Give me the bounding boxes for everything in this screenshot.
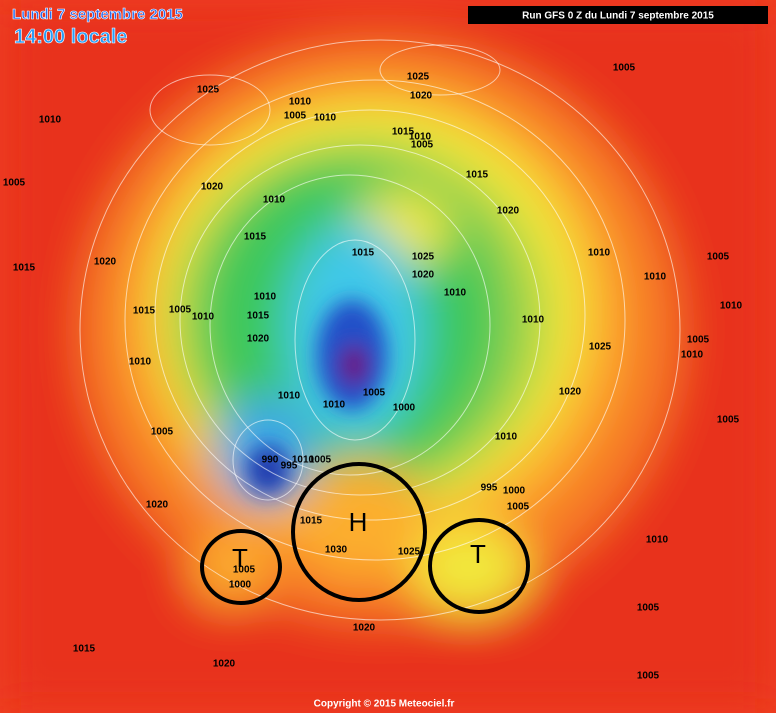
isobar-label: 1010 xyxy=(681,350,704,361)
isobar-label: 1005 xyxy=(687,335,710,346)
isobar-label: 1010 xyxy=(254,292,277,303)
isobar-label: 1015 xyxy=(466,170,489,181)
run-info: Run GFS 0 Z du Lundi 7 septembre 2015 xyxy=(522,11,714,22)
isobar-label: 1000 xyxy=(503,486,526,497)
high-system: H xyxy=(349,507,368,537)
isobar-label: 1005 xyxy=(613,63,636,74)
isobar-label: 1010 xyxy=(129,357,152,368)
isobar-label: 1010 xyxy=(263,195,286,206)
isobar-label: 1005 xyxy=(707,252,730,263)
isobar-label: 1010 xyxy=(495,432,518,443)
isobar-label: 1010 xyxy=(192,312,215,323)
isobar-label: 1015 xyxy=(392,127,415,138)
isobar-label: 1025 xyxy=(412,252,435,263)
isobar-label: 1025 xyxy=(197,85,220,96)
isobar-label: 1010 xyxy=(409,132,432,143)
isobar-label: 1010 xyxy=(646,535,669,546)
isobar-label: 1010 xyxy=(292,455,315,466)
isobar-label: 1025 xyxy=(589,342,612,353)
isobar-label: 995 xyxy=(481,483,498,494)
low-system: T xyxy=(470,539,486,569)
isobar-label: 1015 xyxy=(352,248,375,259)
isobar-label: 1005 xyxy=(169,305,192,316)
isobar-label: 1010 xyxy=(323,400,346,411)
isobar-label: 1010 xyxy=(289,97,312,108)
isobar-label: 1020 xyxy=(94,257,117,268)
isobar-label: 1005 xyxy=(309,455,332,466)
isobar-label: 1020 xyxy=(213,659,236,670)
isobar-label: 1000 xyxy=(393,403,416,414)
isobar-label: 1030 xyxy=(325,545,348,556)
isobar-label: 990 xyxy=(262,455,279,466)
isobar-label: 1015 xyxy=(244,232,267,243)
isobar-label: 1020 xyxy=(146,500,169,511)
isobar-label: 1005 xyxy=(637,603,660,614)
isobar-label: 1010 xyxy=(314,113,337,124)
isobar-label: 1005 xyxy=(411,140,434,151)
isobar-label: 1005 xyxy=(637,671,660,682)
time-label: 14:00 locale xyxy=(14,26,127,48)
date-label: Lundi 7 septembre 2015 xyxy=(12,6,183,23)
isobar-label: 1020 xyxy=(412,270,435,281)
isobar-label: 1005 xyxy=(151,427,174,438)
isobar-label: 1005 xyxy=(3,178,26,189)
isobar-label: 1010 xyxy=(522,315,545,326)
isobar-label: 1015 xyxy=(133,306,156,317)
isobar-label: 1010 xyxy=(644,272,667,283)
isobar-label: 1020 xyxy=(353,623,376,634)
isobar-label: 1025 xyxy=(398,547,421,558)
isobar-label: 1015 xyxy=(247,311,270,322)
isobar-label: 1005 xyxy=(233,565,256,576)
system-circles xyxy=(200,462,530,614)
isobar-label: 1005 xyxy=(717,415,740,426)
isobar-label: 1005 xyxy=(363,388,386,399)
isobar-label: 1000 xyxy=(229,580,252,591)
isobar-label: 1020 xyxy=(559,387,582,398)
isobar-label: 1010 xyxy=(444,288,467,299)
isobar-label: 1015 xyxy=(73,644,96,655)
isobar-label: 1005 xyxy=(284,111,307,122)
isobar-label: 1015 xyxy=(300,516,323,527)
isobar-label: 1010 xyxy=(39,115,62,126)
run-banner xyxy=(468,6,768,24)
isobar-label: 1010 xyxy=(278,391,301,402)
isobar-label: 1020 xyxy=(247,334,270,345)
isobar-label: 1020 xyxy=(497,206,520,217)
isobar-label: 1025 xyxy=(407,72,430,83)
isobar-label: 1015 xyxy=(13,263,36,274)
isobar-label: 1005 xyxy=(507,502,530,513)
copyright: Copyright © 2015 Meteociel.fr xyxy=(314,699,455,710)
isobar-label: 1010 xyxy=(588,248,611,259)
isobar-label: 1020 xyxy=(201,182,224,193)
isobars xyxy=(79,39,681,621)
isobar-label: 995 xyxy=(281,461,298,472)
low-system: T xyxy=(232,543,248,573)
isobar-label: 1010 xyxy=(720,301,743,312)
isobar-label: 1020 xyxy=(410,91,433,102)
